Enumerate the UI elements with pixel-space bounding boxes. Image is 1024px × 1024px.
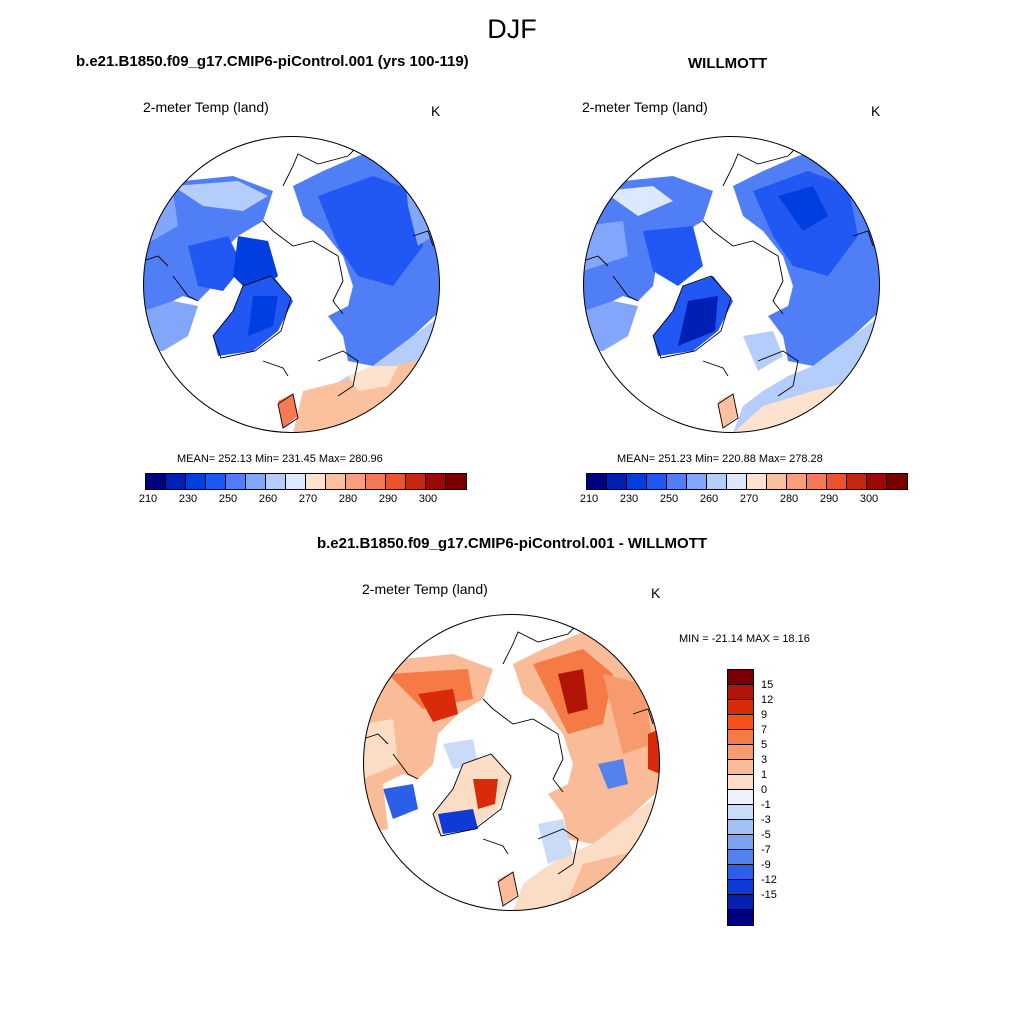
obs-colorbar-swatch (867, 474, 887, 489)
diff-colorbar-tick-label: -9 (761, 859, 771, 871)
model-case-title: b.e21.B1850.f09_g17.CMIP6-piControl.001 … (76, 53, 469, 70)
diff-colorbar-swatch (728, 745, 753, 760)
model-colorbar-tick-label: 280 (338, 493, 358, 505)
model-colorbar-swatch (206, 474, 226, 489)
model-colorbar-swatch (246, 474, 266, 489)
diff-units-label: K (651, 585, 661, 601)
diff-colorbar-swatch (728, 760, 753, 775)
obs-variable-label: 2-meter Temp (land) (582, 99, 708, 115)
diff-stats: MIN = -21.14 MAX = 18.16 (679, 633, 810, 645)
diff-colorbar-tick-label: 12 (761, 694, 774, 706)
obs-colorbar-swatch (827, 474, 847, 489)
model-colorbar-tick-label: 270 (298, 493, 318, 505)
model-colorbar-swatch (446, 474, 466, 489)
diff-colorbar-tick-label: 0 (761, 784, 768, 796)
obs-case-title: WILLMOTT (688, 55, 768, 72)
model-stats: MEAN= 252.13 Min= 231.45 Max= 280.96 (177, 453, 383, 465)
diff-colorbar-swatch (728, 835, 753, 850)
model-colorbar (145, 473, 467, 490)
obs-polar-map (583, 136, 880, 433)
model-colorbar-tick-label: 290 (378, 493, 398, 505)
obs-units-label: K (871, 103, 881, 119)
model-colorbar-swatch (306, 474, 326, 489)
diff-colorbar-tick-label: -5 (761, 829, 771, 841)
obs-colorbar-swatch (687, 474, 707, 489)
model-colorbar-swatch (426, 474, 446, 489)
model-colorbar-tick-label: 260 (258, 493, 278, 505)
diff-colorbar-tick-label: 15 (761, 679, 774, 691)
obs-colorbar-tick-label: 290 (819, 493, 839, 505)
obs-colorbar-swatch (747, 474, 767, 489)
model-colorbar-tick-label: 230 (178, 493, 198, 505)
diff-colorbar-tick-label: 7 (761, 724, 768, 736)
diff-colorbar-tick-label: 5 (761, 739, 768, 751)
model-colorbar-tick-label: 250 (218, 493, 238, 505)
diff-colorbar-swatch (728, 700, 753, 715)
model-colorbar-swatch (266, 474, 286, 489)
model-colorbar-swatch (146, 474, 166, 489)
diff-variable-label: 2-meter Temp (land) (362, 581, 488, 597)
obs-colorbar-swatch (847, 474, 867, 489)
model-polar-map (143, 136, 440, 433)
diff-colorbar-swatch (728, 805, 753, 820)
obs-colorbar-tick-label: 270 (739, 493, 759, 505)
diff-colorbar-tick-label: 3 (761, 754, 768, 766)
obs-colorbar-swatch (647, 474, 667, 489)
obs-colorbar-swatch (627, 474, 647, 489)
obs-colorbar-swatch (727, 474, 747, 489)
obs-colorbar-swatch (787, 474, 807, 489)
model-colorbar-swatch (166, 474, 186, 489)
model-colorbar-tick-label: 210 (138, 493, 158, 505)
diff-colorbar-swatch (728, 685, 753, 700)
model-colorbar-swatch (326, 474, 346, 489)
obs-colorbar-tick-label: 210 (579, 493, 599, 505)
obs-colorbar-swatch (607, 474, 627, 489)
obs-colorbar (586, 473, 908, 490)
diff-case-title: b.e21.B1850.f09_g17.CMIP6-piControl.001 … (316, 535, 708, 552)
obs-colorbar-tick-label: 250 (659, 493, 679, 505)
model-colorbar-swatch (386, 474, 406, 489)
diff-colorbar-swatch (728, 790, 753, 805)
model-colorbar-swatch (366, 474, 386, 489)
diff-colorbar-tick-label: -7 (761, 844, 771, 856)
obs-colorbar-swatch (667, 474, 687, 489)
diff-colorbar-tick-label: -12 (761, 874, 777, 886)
diff-colorbar-swatch (728, 715, 753, 730)
obs-colorbar-swatch (767, 474, 787, 489)
obs-colorbar-tick-label: 280 (779, 493, 799, 505)
diff-colorbar-tick-label: -1 (761, 799, 771, 811)
model-colorbar-swatch (226, 474, 246, 489)
obs-colorbar-swatch (887, 474, 907, 489)
obs-stats: MEAN= 251.23 Min= 220.88 Max= 278.28 (617, 453, 823, 465)
diff-colorbar-swatch (728, 775, 753, 790)
diff-colorbar-swatch (728, 730, 753, 745)
diff-colorbar-tick-label: -15 (761, 889, 777, 901)
diff-colorbar-swatch (728, 880, 753, 895)
diff-colorbar-swatch (728, 910, 753, 925)
obs-colorbar-tick-label: 230 (619, 493, 639, 505)
diff-colorbar-tick-label: -3 (761, 814, 771, 826)
model-variable-label: 2-meter Temp (land) (143, 99, 269, 115)
model-units-label: K (431, 103, 441, 119)
obs-colorbar-tick-label: 300 (859, 493, 879, 505)
model-colorbar-tick-label: 300 (418, 493, 438, 505)
diff-colorbar-tick-label: 9 (761, 709, 768, 721)
diff-colorbar (727, 669, 754, 926)
diff-colorbar-tick-label: 1 (761, 769, 768, 781)
figure-title: DJF (487, 14, 537, 44)
diff-colorbar-swatch (728, 670, 753, 685)
diff-colorbar-swatch (728, 865, 753, 880)
obs-colorbar-swatch (587, 474, 607, 489)
obs-colorbar-swatch (807, 474, 827, 489)
model-colorbar-swatch (406, 474, 426, 489)
diff-polar-map (363, 614, 660, 911)
obs-colorbar-tick-label: 260 (699, 493, 719, 505)
diff-colorbar-swatch (728, 895, 753, 910)
model-colorbar-swatch (186, 474, 206, 489)
model-colorbar-swatch (286, 474, 306, 489)
model-colorbar-swatch (346, 474, 366, 489)
obs-colorbar-swatch (707, 474, 727, 489)
diff-colorbar-swatch (728, 850, 753, 865)
diff-colorbar-swatch (728, 820, 753, 835)
